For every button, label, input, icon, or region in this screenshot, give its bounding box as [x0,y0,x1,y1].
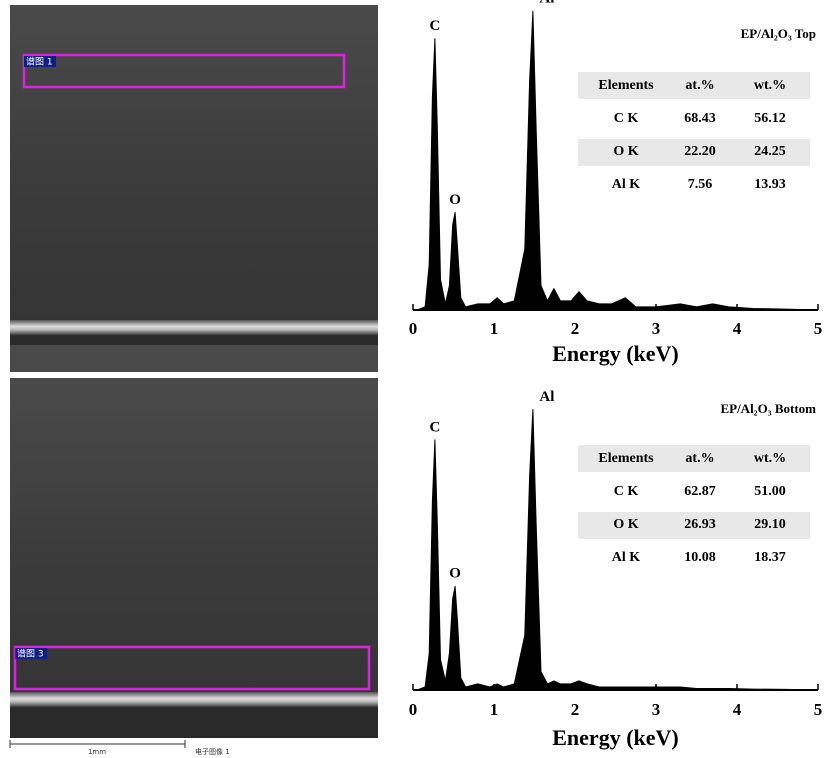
table-header: at.% [685,451,714,466]
spectrum-label: 谱图 1 [26,56,53,68]
table-header: wt.% [754,451,786,466]
table-cell: 26.93 [684,517,716,532]
peak-label: Al [539,389,554,405]
table-cell: O K [613,144,638,159]
spectrum [416,10,819,311]
sem-image-bottom: 谱图 3 [10,378,378,738]
table-cell: 24.25 [754,144,786,159]
chart-title: EP/Al₂O₃ Bottom [720,401,816,416]
table-cell: 62.87 [684,484,716,499]
x-tick-label: 5 [814,319,823,338]
peak-label: O [449,566,461,582]
scale-label: 1mm [88,748,106,756]
peak-label: C [429,18,440,34]
x-tick-label: 2 [571,319,580,338]
table-cell: C K [614,111,639,126]
scale-bar: 1mm 电子图像 1 [9,740,230,756]
table-cell: C K [614,484,639,499]
x-tick-label: 5 [814,700,823,719]
table-cell: 29.10 [754,517,786,532]
x-tick-label: 3 [652,700,661,719]
table-cell: 56.12 [754,111,786,126]
table-row-bg [578,139,810,166]
table-header: at.% [685,78,714,93]
x-tick-label: 1 [490,319,499,338]
table-row-bg [578,512,810,539]
table-cell: 10.08 [684,550,716,565]
x-tick-label: 0 [409,319,418,338]
table-header: Elements [598,451,654,466]
table-cell: Al K [612,177,641,192]
table-header-bg [578,445,810,472]
chart-title: EP/Al₂O₃ Top [741,26,816,41]
table-cell: 51.00 [754,484,786,499]
x-tick-label: 3 [652,319,661,338]
table-cell: Al K [612,550,641,565]
table-cell: 18.37 [754,550,786,565]
table-header-bg [578,72,810,99]
image-caption: 电子图像 1 [195,747,230,756]
table-header: wt.% [754,78,786,93]
spectrum [416,408,819,691]
x-tick-label: 0 [409,700,418,719]
x-tick-label: 4 [733,700,742,719]
x-tick-label: 2 [571,700,580,719]
peak-label: Al [539,0,554,7]
spectrum-label: 谱图 3 [17,648,44,660]
table-cell: O K [613,517,638,532]
x-axis-label: Energy (keV) [552,725,678,750]
sem-image-top: 谱图 1 [10,5,378,372]
table-cell: 7.56 [688,177,713,192]
peak-label: O [449,192,461,208]
table-cell: 13.93 [754,177,786,192]
x-tick-label: 4 [733,319,742,338]
x-axis-label: Energy (keV) [552,341,678,366]
table-cell: 22.20 [684,144,716,159]
x-tick-label: 1 [490,700,499,719]
table-cell: 68.43 [684,111,716,126]
table-header: Elements [598,78,654,93]
peak-label: C [429,419,440,435]
